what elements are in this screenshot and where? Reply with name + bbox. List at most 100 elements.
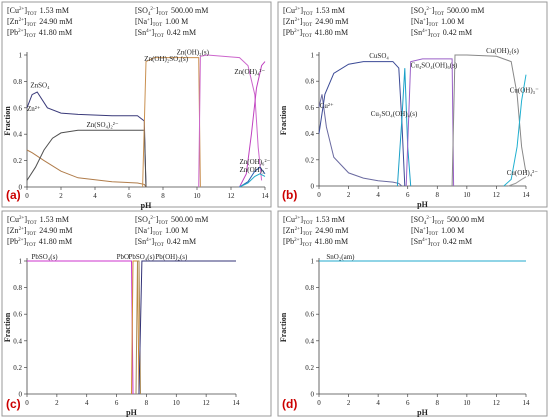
- concentration-label: [SO42−]TOT 500.00 mM: [411, 6, 484, 17]
- y-tick-label: 0.2: [305, 364, 314, 372]
- panel-letter: (b): [282, 188, 297, 202]
- x-tick-label: 12: [493, 191, 501, 199]
- panel-frame: [277, 1, 548, 208]
- y-tick-label: 0.6: [305, 311, 314, 319]
- x-tick-label: 4: [85, 399, 89, 407]
- chart-panel: [Cu2+]TOT 1.53 mM [SO42−]TOT 500.00 mM [Zn2+…: [277, 1, 548, 209]
- y-tick-label: 1: [311, 258, 315, 266]
- species-label: Pb(OH)₂(s): [155, 253, 188, 261]
- y-tick-label: 0.6: [13, 104, 22, 112]
- y-axis-label: Fraction: [3, 312, 12, 342]
- concentration-label: [Cu2+]TOT 1.53 mM: [7, 6, 69, 17]
- y-tick-label: 0.6: [13, 311, 22, 319]
- concentration-label: [Zn2+]TOT 24.90 mM: [283, 226, 349, 237]
- y-tick-label: 0: [311, 183, 315, 191]
- concentration-label: [Zn2+]TOT 24.90 mM: [283, 17, 349, 28]
- series-line: [508, 176, 527, 187]
- series-line: [503, 74, 527, 187]
- concentration-label: [Sn4+]TOT 0.42 mM: [411, 237, 472, 248]
- series-line: [451, 54, 527, 187]
- species-label: Zn(SO₄)₂²⁻: [87, 121, 119, 129]
- species-label: Zn(OH)₆²⁻: [240, 158, 271, 166]
- y-tick-label: 0.2: [13, 364, 22, 372]
- x-tick-label: 12: [203, 399, 211, 407]
- x-tick-label: 14: [233, 399, 241, 407]
- species-label: CuSO₄: [369, 52, 389, 60]
- panel-frame: [1, 1, 272, 208]
- concentration-label: [SO42−]TOT 500.00 mM: [135, 6, 208, 17]
- x-tick-label: 8: [436, 399, 440, 407]
- y-axis-label: Fraction: [279, 312, 288, 342]
- x-tick-label: 6: [115, 399, 119, 407]
- series-line: [26, 149, 147, 188]
- y-tick-label: 0.8: [13, 284, 22, 292]
- x-axis-label: pH: [141, 201, 152, 210]
- series-line: [239, 173, 266, 188]
- x-tick-label: 0: [317, 399, 321, 407]
- x-tick-label: 2: [59, 192, 63, 200]
- x-tick-label: 0: [25, 192, 29, 200]
- concentration-label: [Sn4+]TOT 0.42 mM: [135, 237, 196, 248]
- concentration-label: [Sn4+]TOT 0.42 mM: [135, 28, 196, 39]
- y-tick-label: 0.8: [305, 284, 314, 292]
- x-tick-label: 8: [161, 192, 165, 200]
- species-label: Cu²⁺: [320, 102, 334, 110]
- x-tick-label: 4: [376, 399, 380, 407]
- concentration-label: [Pb2+]TOT 41.80 mM: [7, 237, 72, 248]
- y-tick-label: 0.4: [13, 131, 22, 139]
- concentration-label: [Cu2+]TOT 1.53 mM: [283, 215, 345, 226]
- species-label: ZnSO₄: [30, 81, 50, 89]
- species-label: Cu(OH)₃⁻: [510, 86, 539, 94]
- series-line: [26, 91, 147, 188]
- x-tick-label: 0: [25, 399, 29, 407]
- series-line: [198, 54, 263, 188]
- concentration-label: [SO42−]TOT 500.00 mM: [135, 215, 208, 226]
- y-tick-label: 0.4: [305, 130, 314, 138]
- concentration-label: [Na+]TOT 1.00 M: [135, 17, 188, 28]
- x-tick-label: 10: [194, 192, 202, 200]
- series-line: [405, 58, 455, 187]
- x-axis-label: pH: [126, 408, 137, 417]
- species-label: Zn(OH)₄²⁻: [234, 68, 265, 76]
- panel-letter: (a): [6, 188, 21, 202]
- concentration-label: [Na+]TOT 1.00 M: [411, 226, 464, 237]
- y-tick-label: 0.2: [305, 156, 314, 164]
- x-tick-label: 8: [145, 399, 149, 407]
- concentration-label: [Pb2+]TOT 41.80 mM: [283, 237, 348, 248]
- x-tick-label: 6: [406, 399, 410, 407]
- species-label: PbO: [117, 253, 129, 261]
- concentration-label: [Na+]TOT 1.00 M: [411, 17, 464, 28]
- y-tick-label: 0.8: [13, 78, 22, 86]
- y-tick-label: 0.6: [305, 104, 314, 112]
- species-label: Zn(OH)₂(s): [177, 48, 210, 56]
- y-tick-label: 1: [19, 258, 23, 266]
- concentration-label: [Sn4+]TOT 0.42 mM: [411, 28, 472, 39]
- series-line: [138, 260, 236, 395]
- x-tick-label: 6: [406, 191, 410, 199]
- x-tick-label: 6: [127, 192, 131, 200]
- chart-panel: [Cu2+]TOT 1.53 mM [SO42−]TOT 500.00 mM [Zn2+…: [1, 1, 272, 210]
- y-tick-label: 0: [311, 391, 315, 399]
- x-tick-label: 12: [228, 192, 236, 200]
- y-tick-label: 0.4: [13, 337, 22, 345]
- species-label: Zn²⁺: [27, 105, 41, 113]
- concentration-label: [Pb2+]TOT 41.80 mM: [283, 28, 348, 39]
- x-axis-label: pH: [417, 408, 428, 417]
- concentration-label: [Zn2+]TOT 24.90 mM: [7, 17, 73, 28]
- y-tick-label: 0.8: [305, 78, 314, 86]
- series-line: [239, 61, 266, 188]
- x-tick-label: 10: [173, 399, 181, 407]
- panel-letter: (c): [6, 397, 21, 411]
- concentration-label: [Zn2+]TOT 24.90 mM: [7, 226, 73, 237]
- x-tick-label: 12: [493, 399, 501, 407]
- y-tick-label: 0: [19, 391, 23, 399]
- series-line: [135, 260, 141, 395]
- y-tick-label: 0: [19, 184, 23, 192]
- series-line: [318, 94, 403, 187]
- species-label: Cu₄SO₄(OH)₆(s): [411, 61, 458, 69]
- x-tick-label: 4: [93, 192, 97, 200]
- x-tick-label: 8: [436, 191, 440, 199]
- species-label: Cu(OH)₂(s): [486, 47, 519, 55]
- series-line: [318, 61, 406, 187]
